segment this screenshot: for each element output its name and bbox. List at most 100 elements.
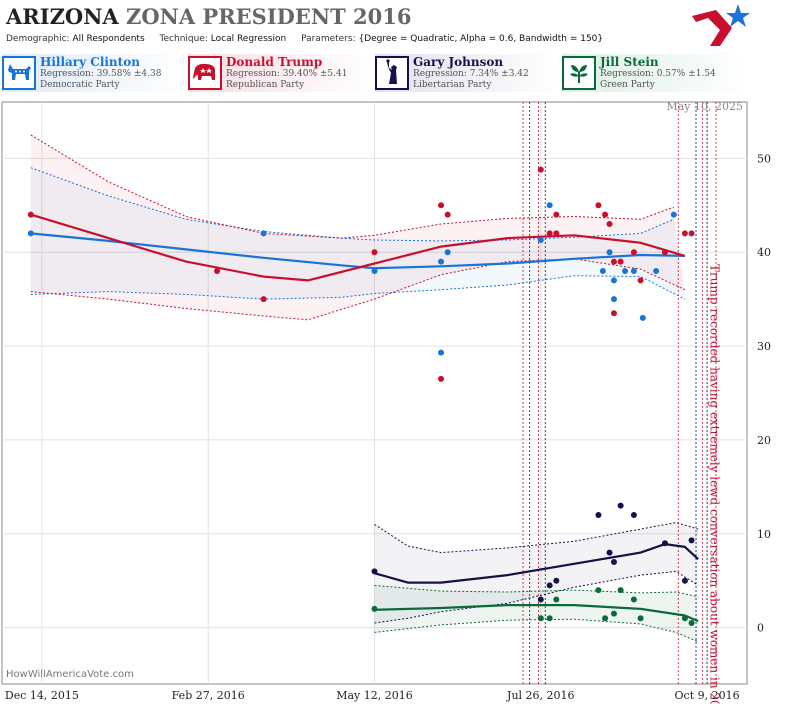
y-tick-label: 10 xyxy=(757,528,771,541)
candidate-name: Jill Stein xyxy=(600,55,659,69)
poll-point xyxy=(617,587,624,594)
statue-of-liberty-icon xyxy=(375,56,409,90)
poll-point xyxy=(553,596,560,603)
poll-point xyxy=(602,211,609,218)
poll-point xyxy=(444,249,451,256)
poll-point xyxy=(630,267,637,274)
poll-point xyxy=(602,615,609,622)
poll-point xyxy=(27,230,34,237)
x-tick-label: Dec 14, 2015 xyxy=(5,689,79,702)
poll-point xyxy=(595,512,602,519)
poll-point xyxy=(444,211,451,218)
poll-point xyxy=(553,577,560,584)
parameters-line: Demographic: All Respondents Technique: … xyxy=(6,34,603,44)
poll-point xyxy=(681,615,688,622)
donkey-icon xyxy=(2,56,36,90)
band-lower-line xyxy=(30,275,686,300)
title-state: ARIZONA xyxy=(6,4,119,29)
candidate-card-stein[interactable]: Jill Stein Regression: 0.57% ±1.54 Green… xyxy=(562,54,748,92)
candidate-regression: Regression: 7.34% ±3.42 xyxy=(413,69,529,79)
poll-point xyxy=(438,375,445,382)
poll-point xyxy=(622,267,629,274)
candidate-party: Republican Party xyxy=(226,80,305,90)
poll-point xyxy=(546,230,553,237)
poll-point xyxy=(595,202,602,209)
candidate-card-clinton[interactable]: Hillary Clinton Regression: 39.58% ±4.38… xyxy=(2,54,188,92)
x-tick-label: Oct 9, 2016 xyxy=(675,689,740,702)
candidate-regression: Regression: 39.58% ±4.38 xyxy=(40,69,162,79)
band-upper-line xyxy=(374,584,699,598)
poll-point xyxy=(371,605,378,612)
y-tick-label: 30 xyxy=(757,340,771,353)
y-tick-label: 0 xyxy=(757,622,764,635)
poll-point xyxy=(610,258,617,265)
poll-point xyxy=(371,267,378,274)
technique-label: Technique: xyxy=(159,34,208,44)
poll-point xyxy=(630,512,637,519)
poll-point xyxy=(637,615,644,622)
band-upper-line xyxy=(30,167,674,242)
poll-point xyxy=(537,615,544,622)
band-lower-line xyxy=(374,570,699,624)
confidence-band xyxy=(30,134,685,320)
poll-point xyxy=(214,267,221,274)
poll-point xyxy=(260,230,267,237)
confidence-band xyxy=(374,522,699,623)
poll-point xyxy=(630,596,637,603)
poll-point xyxy=(610,296,617,303)
poll-point xyxy=(546,615,553,622)
poll-point xyxy=(537,596,544,603)
candidate-regression: Regression: 39.40% ±5.41 xyxy=(226,69,348,79)
poll-point xyxy=(371,568,378,575)
poll-point xyxy=(606,221,613,228)
y-tick-label: 40 xyxy=(757,246,771,259)
chart-datestamp: May 10, 2025 xyxy=(666,100,743,113)
poll-point xyxy=(27,211,34,218)
candidate-card-trump[interactable]: Donald Trump Regression: 39.40% ±5.41 Re… xyxy=(188,54,374,92)
poll-point xyxy=(610,277,617,284)
demographic-label: Demographic: xyxy=(6,34,70,44)
poll-point xyxy=(653,267,660,274)
poll-point xyxy=(661,249,668,256)
poll-point xyxy=(595,587,602,594)
page-title: ARIZONA ZONA PRESIDENT 2016 xyxy=(6,4,411,29)
confidence-band xyxy=(30,167,685,300)
y-tick-label: 50 xyxy=(757,152,771,165)
leaf-icon xyxy=(562,56,596,90)
poll-point xyxy=(630,249,637,256)
poll-point xyxy=(260,296,267,303)
candidate-card-johnson[interactable]: Gary Johnson Regression: 7.34% ±3.42 Lib… xyxy=(375,54,561,92)
poll-point xyxy=(681,230,688,237)
candidate-party: Democratic Party xyxy=(40,80,120,90)
poll-point xyxy=(438,258,445,265)
candidate-regression: Regression: 0.57% ±1.54 xyxy=(600,69,716,79)
event-annotation: Trump recorded having extremely lewd con… xyxy=(708,264,722,704)
parameters-value: {Degree = Quadratic, Alpha = 0.6, Bandwi… xyxy=(358,34,604,44)
poll-point xyxy=(681,577,688,584)
poll-point xyxy=(610,610,617,617)
y-tick-label: 20 xyxy=(757,434,771,447)
poll-point xyxy=(610,558,617,565)
poll-point xyxy=(617,502,624,509)
poll-point xyxy=(670,211,677,218)
poll-point xyxy=(553,230,560,237)
site-logo-icon xyxy=(692,4,750,46)
poll-point xyxy=(438,349,445,356)
watermark: HowWillAmericaVote.com xyxy=(6,669,134,680)
band-lower-line xyxy=(374,618,699,643)
poll-point xyxy=(639,314,646,321)
parameters-label: Parameters: xyxy=(301,34,356,44)
confidence-band xyxy=(374,585,699,642)
x-tick-label: Feb 27, 2016 xyxy=(172,689,245,702)
poll-point xyxy=(606,249,613,256)
poll-point xyxy=(606,549,613,556)
poll-point xyxy=(610,310,617,317)
x-tick-label: May 12, 2016 xyxy=(336,689,413,702)
candidate-name: Donald Trump xyxy=(226,55,323,69)
poll-point xyxy=(688,230,695,237)
poll-point xyxy=(637,277,644,284)
x-tick-label: Jul 26, 2016 xyxy=(506,689,575,702)
poll-point xyxy=(546,202,553,209)
poll-point xyxy=(599,267,606,274)
poll-point xyxy=(371,249,378,256)
